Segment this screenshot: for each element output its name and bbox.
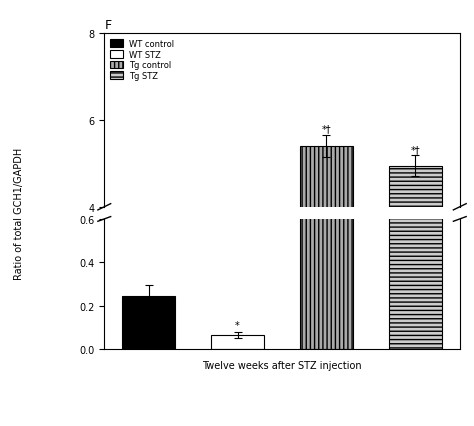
Bar <box>300 147 353 380</box>
Legend: WT control, WT STZ, Tg control, Tg STZ: WT control, WT STZ, Tg control, Tg STZ <box>109 38 176 83</box>
Bar <box>300 0 353 349</box>
Bar <box>389 166 442 380</box>
X-axis label: Twelve weeks after STZ injection: Twelve weeks after STZ injection <box>202 360 362 370</box>
Bar <box>211 335 264 349</box>
Bar <box>122 296 175 349</box>
Text: F: F <box>104 19 111 32</box>
Bar <box>211 378 264 380</box>
Text: *†: *† <box>322 124 331 134</box>
Bar <box>389 0 442 349</box>
Text: Ratio of total GCH1/GAPDH: Ratio of total GCH1/GAPDH <box>14 147 24 279</box>
Text: *: * <box>235 320 240 330</box>
Text: *†: *† <box>410 144 420 155</box>
Bar <box>122 370 175 380</box>
